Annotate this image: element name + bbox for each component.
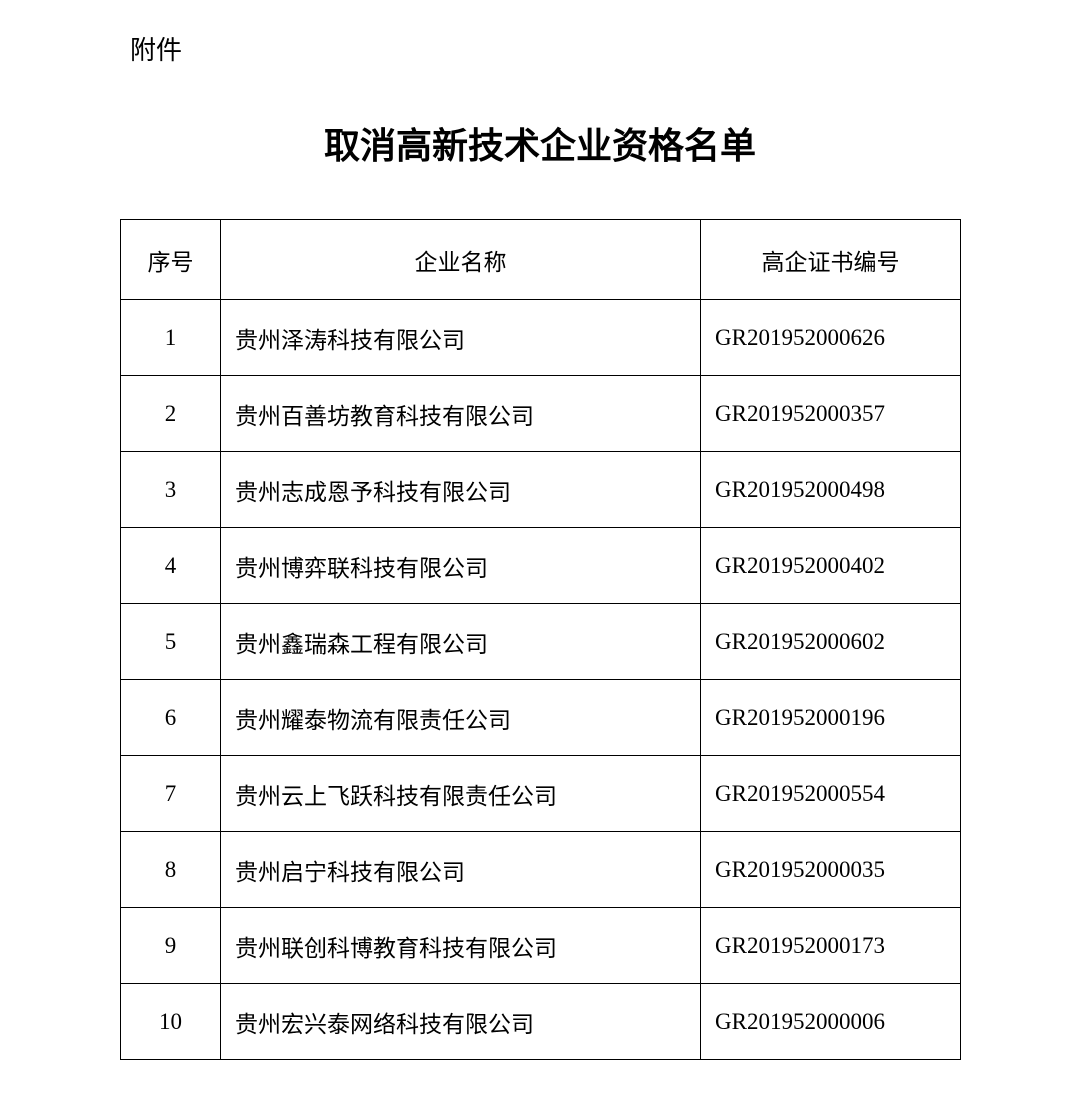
attachment-label: 附件 <box>130 30 960 67</box>
cell-certificate-number: GR201952000196 <box>701 680 961 756</box>
cell-company-name: 贵州志成恩予科技有限公司 <box>221 452 701 528</box>
col-header-name: 企业名称 <box>221 220 701 300</box>
revoked-companies-table: 序号 企业名称 高企证书编号 1贵州泽涛科技有限公司GR201952000626… <box>120 219 961 1060</box>
cell-seq: 4 <box>121 528 221 604</box>
cell-seq: 1 <box>121 300 221 376</box>
col-header-seq: 序号 <box>121 220 221 300</box>
cell-seq: 5 <box>121 604 221 680</box>
cell-company-name: 贵州博弈联科技有限公司 <box>221 528 701 604</box>
cell-seq: 8 <box>121 832 221 908</box>
table-row: 4贵州博弈联科技有限公司GR201952000402 <box>121 528 961 604</box>
table-header-row: 序号 企业名称 高企证书编号 <box>121 220 961 300</box>
cell-certificate-number: GR201952000554 <box>701 756 961 832</box>
document-title: 取消高新技术企业资格名单 <box>120 117 960 169</box>
cell-certificate-number: GR201952000357 <box>701 376 961 452</box>
cell-seq: 2 <box>121 376 221 452</box>
cell-company-name: 贵州百善坊教育科技有限公司 <box>221 376 701 452</box>
cell-company-name: 贵州云上飞跃科技有限责任公司 <box>221 756 701 832</box>
cell-certificate-number: GR201952000498 <box>701 452 961 528</box>
cell-seq: 3 <box>121 452 221 528</box>
cell-seq: 6 <box>121 680 221 756</box>
cell-certificate-number: GR201952000173 <box>701 908 961 984</box>
cell-seq: 7 <box>121 756 221 832</box>
cell-certificate-number: GR201952000035 <box>701 832 961 908</box>
cell-company-name: 贵州启宁科技有限公司 <box>221 832 701 908</box>
cell-certificate-number: GR201952000602 <box>701 604 961 680</box>
table-row: 5贵州鑫瑞森工程有限公司GR201952000602 <box>121 604 961 680</box>
cell-seq: 9 <box>121 908 221 984</box>
cell-company-name: 贵州耀泰物流有限责任公司 <box>221 680 701 756</box>
table-row: 8贵州启宁科技有限公司GR201952000035 <box>121 832 961 908</box>
table-row: 9贵州联创科博教育科技有限公司GR201952000173 <box>121 908 961 984</box>
table-row: 7贵州云上飞跃科技有限责任公司GR201952000554 <box>121 756 961 832</box>
cell-certificate-number: GR201952000006 <box>701 984 961 1060</box>
table-row: 2贵州百善坊教育科技有限公司GR201952000357 <box>121 376 961 452</box>
cell-company-name: 贵州鑫瑞森工程有限公司 <box>221 604 701 680</box>
cell-certificate-number: GR201952000402 <box>701 528 961 604</box>
table-row: 6贵州耀泰物流有限责任公司GR201952000196 <box>121 680 961 756</box>
cell-certificate-number: GR201952000626 <box>701 300 961 376</box>
col-header-cert: 高企证书编号 <box>701 220 961 300</box>
table-row: 3贵州志成恩予科技有限公司GR201952000498 <box>121 452 961 528</box>
table-row: 10贵州宏兴泰网络科技有限公司GR201952000006 <box>121 984 961 1060</box>
cell-seq: 10 <box>121 984 221 1060</box>
cell-company-name: 贵州联创科博教育科技有限公司 <box>221 908 701 984</box>
document-page: 附件 取消高新技术企业资格名单 序号 企业名称 高企证书编号 1贵州泽涛科技有限… <box>0 30 1080 1060</box>
cell-company-name: 贵州泽涛科技有限公司 <box>221 300 701 376</box>
table-row: 1贵州泽涛科技有限公司GR201952000626 <box>121 300 961 376</box>
cell-company-name: 贵州宏兴泰网络科技有限公司 <box>221 984 701 1060</box>
